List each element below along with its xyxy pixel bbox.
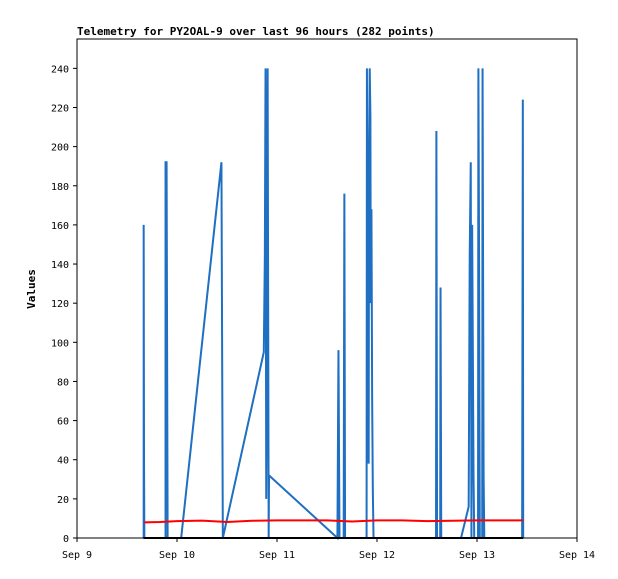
x-tick-label: Sep 11	[259, 550, 295, 561]
y-tick-label: 80	[57, 377, 69, 388]
x-tick-label: Sep 10	[159, 550, 195, 561]
y-tick-label: 0	[63, 534, 69, 545]
plot-series	[142, 68, 525, 541]
x-tick-label: Sep 12	[359, 550, 395, 561]
plot-frame	[76, 38, 578, 539]
y-axis: 0 20 40 60 80 100 120 140 160 180 200 220 240	[51, 64, 77, 545]
y-tick-label: 120	[51, 299, 69, 310]
chart-title: Telemetry for PY2OAL-9 over last 96 hour…	[77, 25, 435, 38]
y-tick-label: 180	[51, 182, 69, 193]
y-tick-label: 60	[57, 417, 69, 428]
y-tick-label: 40	[57, 456, 69, 467]
series-line-0	[142, 68, 525, 541]
y-tick-label: 20	[57, 495, 69, 506]
y-tick-label: 240	[51, 64, 69, 75]
x-tick-label: Sep 14	[559, 550, 595, 561]
x-axis: Sep 9 Sep 10 Sep 11 Sep 12 Sep 13 Sep 14	[62, 538, 595, 561]
x-tick-label: Sep 13	[459, 550, 495, 561]
y-tick-label: 220	[51, 103, 69, 114]
y-tick-label: 100	[51, 338, 69, 349]
x-tick-label: Sep 9	[62, 550, 92, 561]
y-tick-label: 140	[51, 260, 69, 271]
y-tick-label: 200	[51, 143, 69, 154]
series-line-1	[143, 519, 524, 524]
y-axis-title: Values	[25, 269, 38, 309]
y-tick-label: 160	[51, 221, 69, 232]
